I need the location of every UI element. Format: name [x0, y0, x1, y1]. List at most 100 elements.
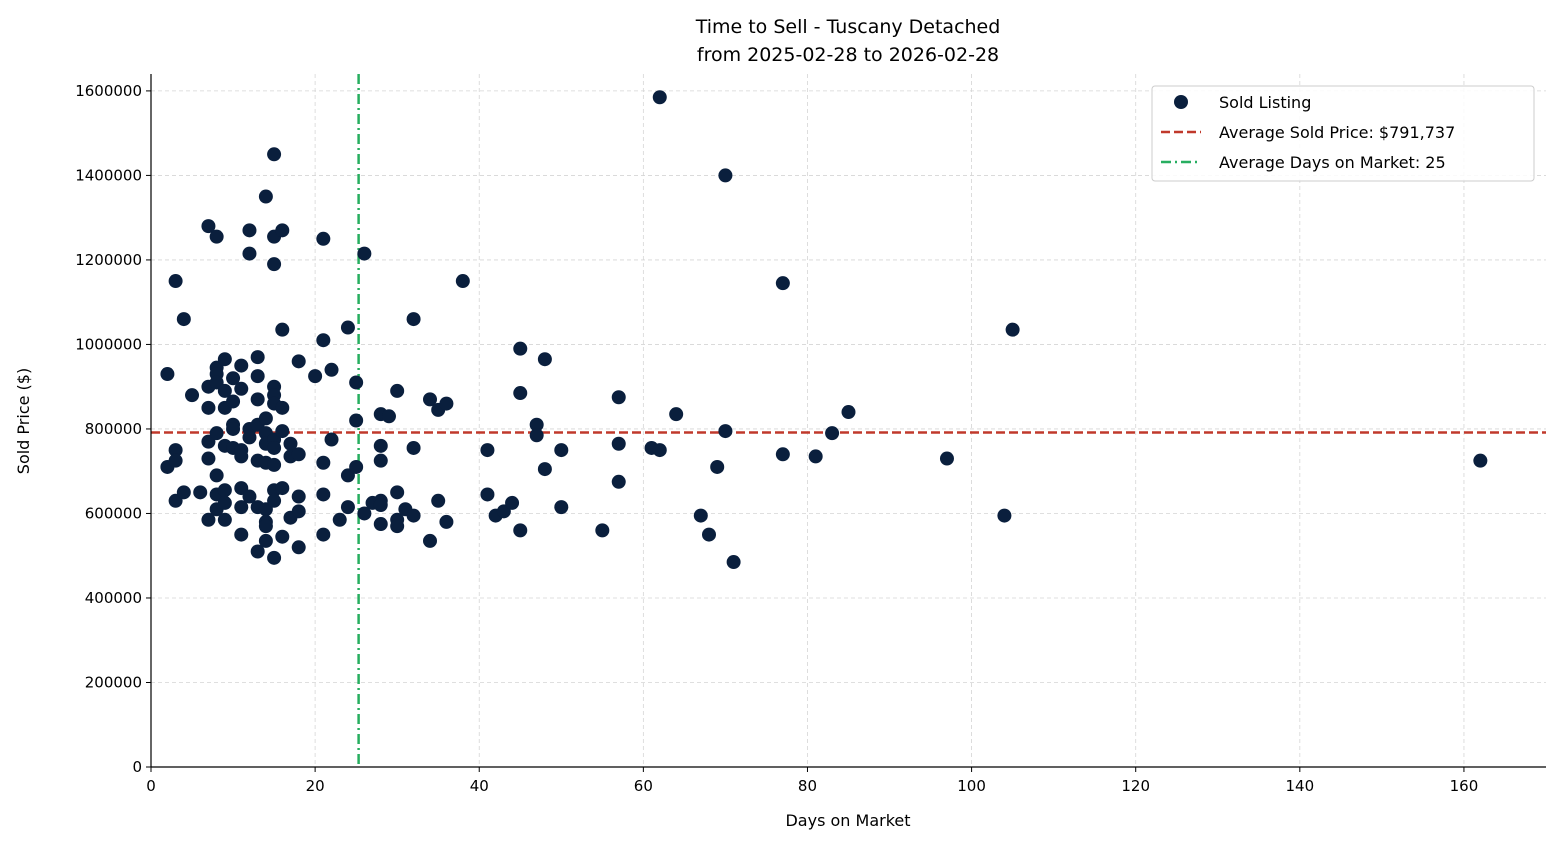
legend-label-avg-days: Average Days on Market: 25 [1219, 153, 1446, 172]
data-point [513, 341, 528, 356]
data-point [226, 394, 241, 409]
chart-subtitle: from 2025-02-28 to 2026-02-28 [697, 44, 999, 66]
data-point [390, 383, 405, 398]
data-point [537, 462, 552, 477]
data-point [234, 500, 249, 515]
data-point [234, 358, 249, 373]
data-point [505, 495, 520, 510]
data-point [201, 512, 216, 527]
data-point [357, 246, 372, 261]
data-point [431, 493, 446, 508]
data-point [250, 369, 265, 384]
data-point [217, 383, 232, 398]
data-point [529, 417, 544, 432]
data-point [316, 333, 331, 348]
data-point [710, 459, 725, 474]
data-point [455, 274, 470, 289]
data-point [316, 455, 331, 470]
data-point [480, 487, 495, 502]
data-point [595, 523, 610, 538]
data-point [283, 436, 298, 451]
y-tick-label: 0 [132, 758, 142, 776]
data-point [554, 500, 569, 515]
data-point [537, 352, 552, 367]
data-point [390, 485, 405, 500]
y-tick-label: 1200000 [75, 251, 142, 269]
data-point [652, 443, 667, 458]
data-point [554, 443, 569, 458]
data-point [267, 550, 282, 565]
data-point [373, 517, 388, 532]
data-point [217, 512, 232, 527]
x-tick-label: 20 [306, 777, 325, 795]
legend-marker-points [1174, 95, 1188, 109]
data-point [340, 320, 355, 335]
data-point [611, 436, 626, 451]
data-point [997, 508, 1012, 523]
data-point [275, 529, 290, 544]
data-point [373, 438, 388, 453]
data-point [201, 400, 216, 415]
data-point [939, 451, 954, 466]
data-point [267, 457, 282, 472]
axes: 0 20 40 60 80 100 120 140 160 0 200000 400000 600000… [75, 74, 1546, 795]
data-point [349, 459, 364, 474]
data-point [291, 447, 306, 462]
data-point [340, 500, 355, 515]
x-axis-label: Days on Market [785, 811, 910, 830]
data-point [275, 322, 290, 337]
data-point [267, 147, 282, 162]
data-point [217, 495, 232, 510]
x-tick-label: 0 [146, 777, 156, 795]
data-point [193, 485, 208, 500]
data-point [275, 400, 290, 415]
data-point [308, 369, 323, 384]
data-point [201, 451, 216, 466]
data-point [423, 392, 437, 407]
data-point [406, 440, 421, 455]
data-point [250, 350, 265, 365]
data-point [234, 449, 249, 464]
data-point [291, 489, 306, 504]
data-point [160, 367, 175, 382]
data-point [275, 223, 290, 238]
data-point [242, 223, 257, 238]
data-point [316, 487, 331, 502]
data-point [513, 523, 528, 538]
data-point [185, 388, 200, 403]
data-point [291, 354, 306, 369]
data-point [226, 371, 241, 386]
y-tick-label: 1000000 [75, 335, 142, 353]
data-point [825, 426, 840, 441]
points [160, 90, 1488, 570]
data-point [201, 219, 216, 234]
x-tick-label: 80 [798, 777, 817, 795]
data-point [1473, 453, 1488, 468]
data-point [258, 533, 273, 548]
y-tick-label: 600000 [85, 504, 142, 522]
data-point [242, 246, 257, 261]
data-point [316, 527, 331, 542]
data-point [217, 483, 232, 498]
data-point [381, 409, 396, 424]
data-point [513, 386, 528, 401]
data-point [775, 447, 790, 462]
y-tick-label: 1600000 [75, 82, 142, 100]
data-point [480, 443, 495, 458]
data-point [373, 453, 388, 468]
data-point [439, 514, 454, 529]
data-point [250, 392, 265, 407]
data-point [324, 362, 339, 377]
x-tick-label: 60 [634, 777, 653, 795]
legend-label-points: Sold Listing [1219, 93, 1311, 112]
data-point [349, 375, 364, 390]
data-point [357, 506, 372, 521]
data-point [209, 426, 224, 441]
data-point [291, 540, 306, 555]
y-axis-label: Sold Price ($) [14, 368, 33, 474]
legend-box [1151, 85, 1535, 182]
data-point [234, 527, 249, 542]
data-point [316, 231, 331, 246]
data-point [258, 519, 273, 534]
